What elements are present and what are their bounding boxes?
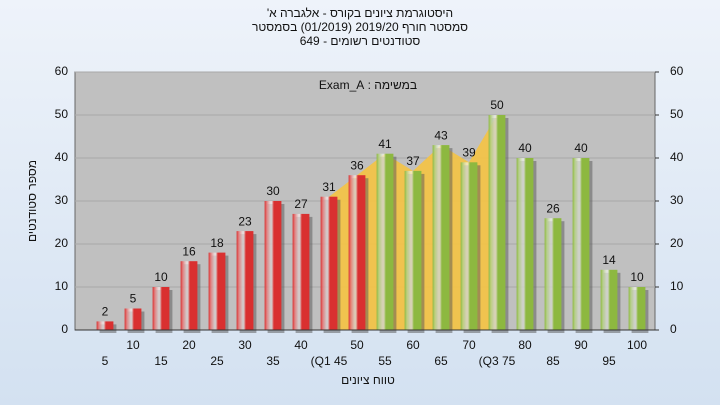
value-label: 27 <box>294 197 308 211</box>
bar <box>600 269 618 330</box>
bar <box>208 252 226 330</box>
bar <box>432 145 450 330</box>
x-tick-label: 25 <box>210 354 224 368</box>
bar <box>348 175 366 330</box>
x-tick-label: 85 <box>546 354 560 368</box>
y-tick-label: 50 <box>55 107 69 121</box>
bar <box>572 158 590 330</box>
bar <box>320 196 338 330</box>
x-tick-label: (Q1 45 <box>311 354 348 368</box>
value-label: 2 <box>102 305 109 319</box>
y-tick-label: 20 <box>55 236 69 250</box>
x-tick-label: 90 <box>574 338 588 352</box>
value-label: 30 <box>266 184 280 198</box>
value-label: 40 <box>518 141 532 155</box>
value-label: 37 <box>406 154 420 168</box>
annotation: במשימה : Exam_A <box>319 78 417 92</box>
value-label: 5 <box>130 292 137 306</box>
x-tick-label: 70 <box>462 338 476 352</box>
value-label: 41 <box>378 137 392 151</box>
bar <box>264 201 282 330</box>
y-tick-label: 30 <box>55 193 69 207</box>
x-tick-label: (Q3 75 <box>479 354 516 368</box>
value-label: 23 <box>238 214 252 228</box>
value-label: 39 <box>462 145 476 159</box>
x-axis-label: טווח ציונים <box>341 373 395 387</box>
value-label: 16 <box>182 244 196 258</box>
y2-tick-label: 60 <box>670 64 684 78</box>
x-tick-label: 30 <box>238 338 252 352</box>
bar <box>376 153 394 330</box>
value-label: 43 <box>434 128 448 142</box>
y2-tick-label: 0 <box>670 322 677 336</box>
y-tick-label: 10 <box>55 279 69 293</box>
x-tick-label: 95 <box>602 354 616 368</box>
y2-tick-label: 50 <box>670 107 684 121</box>
x-tick-label: 20 <box>182 338 196 352</box>
bar <box>124 308 142 330</box>
value-label: 40 <box>574 141 588 155</box>
bar <box>96 321 114 330</box>
x-tick-label: 5 <box>102 354 109 368</box>
chart-subtitle: סמסטר חורף 2019/20 (01/2019) בסמסטר <box>252 20 468 34</box>
bar <box>236 231 254 330</box>
bar <box>488 115 506 330</box>
x-tick-label: 60 <box>406 338 420 352</box>
bar <box>544 218 562 330</box>
y-tick-label: 0 <box>61 322 68 336</box>
x-tick-label: 55 <box>378 354 392 368</box>
x-tick-label: 15 <box>154 354 168 368</box>
bar <box>404 170 422 330</box>
chart-subtitle: סטודנטים רשומים - 649 <box>300 34 421 48</box>
bar <box>152 287 170 330</box>
y2-tick-label: 10 <box>670 279 684 293</box>
bar <box>292 213 310 330</box>
chart-title: היסטוגרמת ציונים בקורס - אלגברה א' <box>267 6 453 20</box>
bar <box>460 162 478 330</box>
x-tick-label: 10 <box>126 338 140 352</box>
value-label: 14 <box>602 253 616 267</box>
x-tick-label: 80 <box>518 338 532 352</box>
bar <box>180 261 198 330</box>
value-label: 26 <box>546 201 560 215</box>
x-tick-label: 35 <box>266 354 280 368</box>
value-label: 10 <box>630 270 644 284</box>
value-label: 18 <box>210 236 224 250</box>
y-axis-label: מספר סטודנטים <box>25 160 39 242</box>
bar <box>516 158 534 330</box>
value-label: 10 <box>154 270 168 284</box>
y2-tick-label: 20 <box>670 236 684 250</box>
y2-tick-label: 40 <box>670 150 684 164</box>
y-tick-label: 60 <box>55 64 69 78</box>
value-label: 36 <box>350 158 364 172</box>
bar <box>628 287 646 330</box>
x-tick-label: 40 <box>294 338 308 352</box>
x-tick-label: 65 <box>434 354 448 368</box>
x-tick-label: 50 <box>350 338 364 352</box>
value-label: 31 <box>322 180 336 194</box>
x-tick-label: 100 <box>627 338 647 352</box>
value-label: 50 <box>490 98 504 112</box>
y2-tick-label: 30 <box>670 193 684 207</box>
y-tick-label: 40 <box>55 150 69 164</box>
